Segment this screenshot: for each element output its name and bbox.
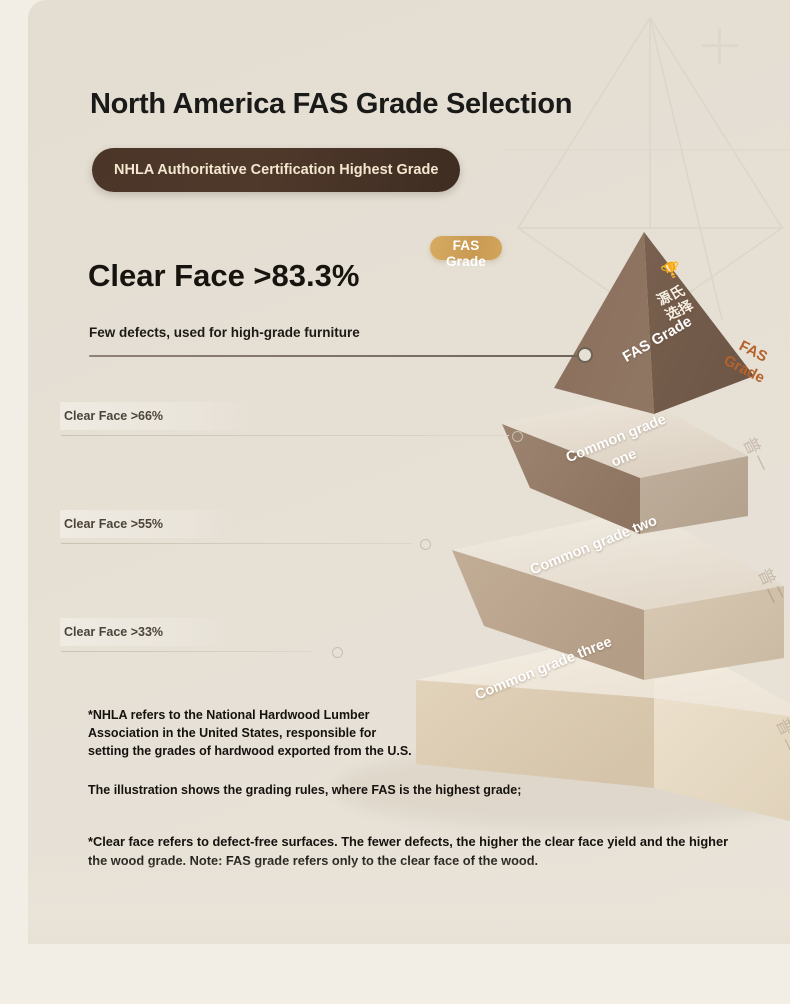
grade-row-2-chip: Clear Face >66% (60, 402, 254, 430)
card-bottom-fade (28, 854, 790, 944)
fas-grade-badge: FAS Grade (430, 236, 502, 269)
hero-headline: Clear Face >83.3% (88, 258, 360, 293)
hero-subtext: Few defects, used for high-grade furnitu… (89, 325, 360, 340)
grade-row-3-label: Clear Face >55% (64, 517, 164, 531)
grade-connector-line-1 (89, 355, 581, 357)
grade-marker-dot-4[interactable] (332, 647, 343, 658)
grade-pyramid-graphic: 🏆 源氏 选择 FAS Grade FAS Grade Common grade… (324, 228, 790, 944)
grade-row-4-chip: Clear Face >33% (60, 618, 232, 646)
grade-connector-line-4 (61, 651, 313, 652)
fas-grade-badge-line2: Grade (445, 254, 487, 269)
content-card: North America FAS Grade Selection NHLA A… (28, 0, 790, 944)
grade-marker-dot-3[interactable] (420, 539, 431, 550)
plus-decoration-icon (702, 28, 738, 64)
certification-badge: NHLA Authoritative Certification Highest… (92, 148, 461, 192)
note-nhla: *NHLA refers to the National Hardwood Lu… (88, 708, 412, 758)
grade-connector-line-3 (61, 543, 413, 544)
grade-row-2-label: Clear Face >66% (64, 409, 164, 423)
page-title: North America FAS Grade Selection (90, 88, 573, 120)
note-illustration: The illustration shows the grading rules… (88, 783, 522, 797)
grade-row-4-label: Clear Face >33% (64, 625, 164, 639)
grade-marker-dot-2[interactable] (512, 431, 523, 442)
grade-row-3-chip: Clear Face >55% (60, 510, 232, 538)
certification-badge-label: NHLA Authoritative Certification Highest… (114, 162, 439, 178)
grade-connector-line-2 (61, 435, 509, 436)
grade-marker-dot-1[interactable] (577, 347, 593, 363)
fas-grade-badge-line1: FAS (452, 238, 480, 253)
